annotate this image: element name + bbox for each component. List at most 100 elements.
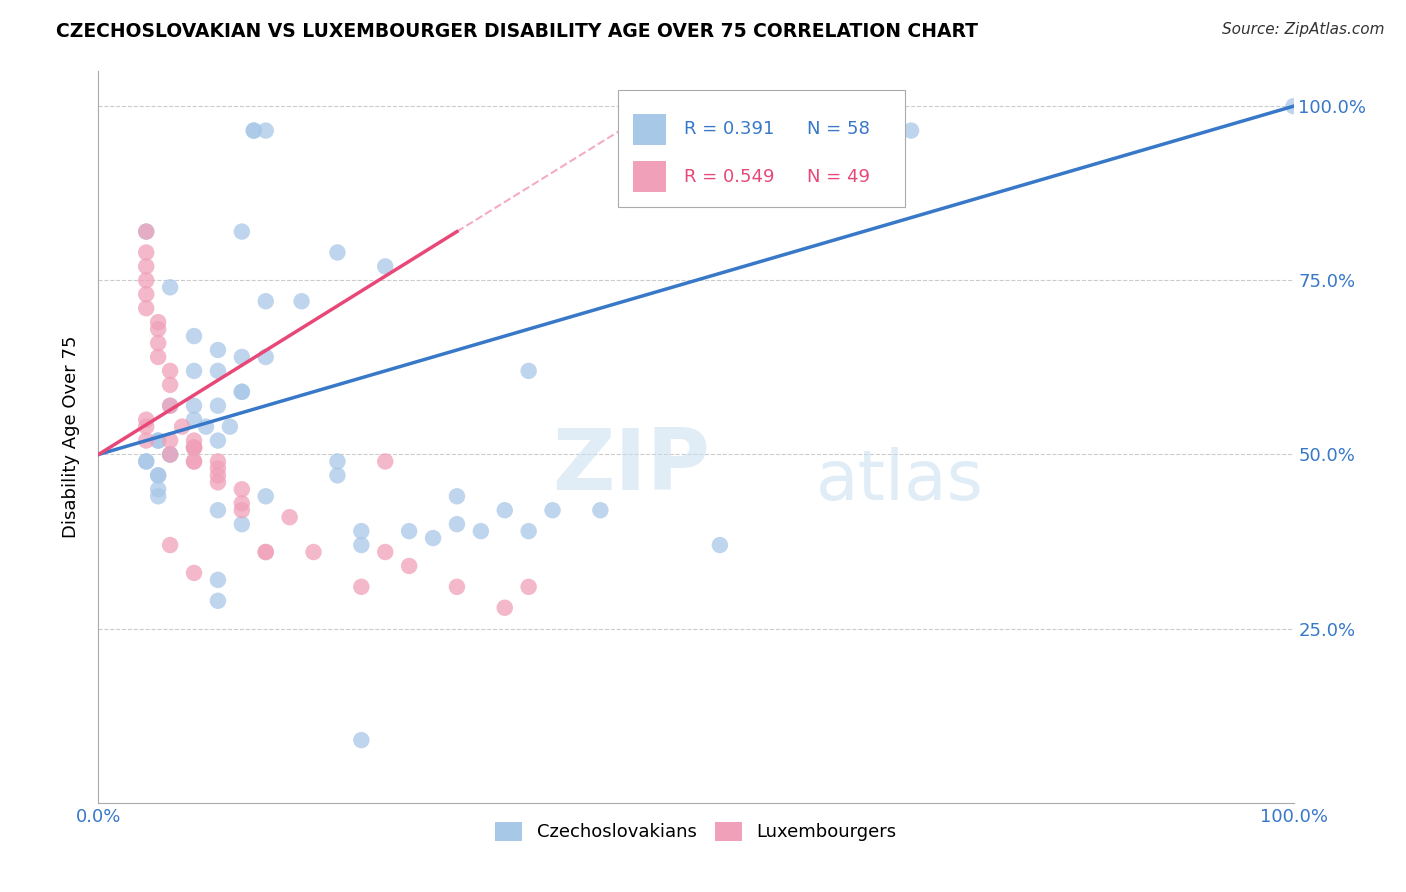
Point bbox=[350, 733, 373, 747]
Point bbox=[148, 434, 170, 448]
Point bbox=[470, 524, 492, 538]
Point bbox=[183, 454, 205, 468]
Point bbox=[135, 225, 157, 239]
Point bbox=[207, 573, 229, 587]
Point bbox=[254, 545, 277, 559]
Point bbox=[135, 412, 157, 426]
Y-axis label: Disability Age Over 75: Disability Age Over 75 bbox=[62, 335, 80, 539]
Point bbox=[1282, 99, 1305, 113]
Point bbox=[207, 454, 229, 468]
Point bbox=[159, 399, 181, 413]
Point bbox=[159, 434, 181, 448]
Point bbox=[148, 315, 170, 329]
Point bbox=[159, 280, 181, 294]
Point bbox=[254, 350, 277, 364]
Point bbox=[183, 364, 205, 378]
Point bbox=[231, 517, 253, 532]
Point bbox=[517, 580, 540, 594]
Point bbox=[243, 123, 266, 137]
Point bbox=[183, 412, 205, 426]
Bar bbox=[633, 161, 666, 192]
Point bbox=[219, 419, 242, 434]
FancyBboxPatch shape bbox=[619, 90, 905, 207]
Point bbox=[207, 343, 229, 357]
Legend: Czechoslovakians, Luxembourgers: Czechoslovakians, Luxembourgers bbox=[488, 814, 904, 848]
Text: atlas: atlas bbox=[815, 448, 983, 515]
Point bbox=[148, 322, 170, 336]
Point bbox=[183, 441, 205, 455]
Point bbox=[374, 454, 396, 468]
Point bbox=[148, 483, 170, 497]
Point bbox=[159, 448, 181, 462]
Point bbox=[326, 454, 349, 468]
Point bbox=[135, 301, 157, 316]
Point bbox=[148, 434, 170, 448]
Point bbox=[350, 538, 373, 552]
Text: CZECHOSLOVAKIAN VS LUXEMBOURGER DISABILITY AGE OVER 75 CORRELATION CHART: CZECHOSLOVAKIAN VS LUXEMBOURGER DISABILI… bbox=[56, 22, 979, 41]
Point bbox=[172, 419, 194, 434]
Point bbox=[159, 377, 181, 392]
Point bbox=[231, 483, 253, 497]
Point bbox=[159, 399, 181, 413]
Text: ZIP: ZIP bbox=[553, 425, 710, 508]
Point bbox=[135, 260, 157, 274]
Point bbox=[135, 419, 157, 434]
Text: N = 49: N = 49 bbox=[807, 168, 870, 186]
Point bbox=[291, 294, 314, 309]
Text: Source: ZipAtlas.com: Source: ZipAtlas.com bbox=[1222, 22, 1385, 37]
Point bbox=[231, 225, 253, 239]
Point bbox=[446, 489, 468, 503]
Point bbox=[254, 123, 277, 137]
Point bbox=[350, 580, 373, 594]
Point bbox=[207, 475, 229, 490]
Point bbox=[183, 329, 205, 343]
Point bbox=[254, 294, 277, 309]
Point bbox=[374, 545, 396, 559]
Point bbox=[148, 350, 170, 364]
Point bbox=[135, 454, 157, 468]
Point bbox=[148, 336, 170, 351]
Point bbox=[446, 580, 468, 594]
Point bbox=[207, 503, 229, 517]
Point bbox=[302, 545, 325, 559]
Point bbox=[159, 448, 181, 462]
Point bbox=[422, 531, 444, 545]
Point bbox=[135, 245, 157, 260]
Point bbox=[398, 524, 420, 538]
Point bbox=[207, 461, 229, 475]
Point bbox=[900, 123, 922, 137]
Point bbox=[446, 517, 468, 532]
Point bbox=[183, 434, 205, 448]
Point bbox=[207, 468, 229, 483]
Text: R = 0.549: R = 0.549 bbox=[685, 168, 775, 186]
Point bbox=[541, 503, 564, 517]
Point bbox=[183, 441, 205, 455]
Point bbox=[195, 419, 218, 434]
Point bbox=[494, 600, 516, 615]
Point bbox=[374, 260, 396, 274]
Text: N = 58: N = 58 bbox=[807, 120, 870, 138]
Point bbox=[159, 364, 181, 378]
Point bbox=[207, 364, 229, 378]
Point bbox=[159, 538, 181, 552]
Point bbox=[326, 245, 349, 260]
Point bbox=[159, 448, 181, 462]
Point bbox=[231, 384, 253, 399]
Point bbox=[231, 350, 253, 364]
Point bbox=[254, 545, 277, 559]
Point bbox=[709, 538, 731, 552]
Point bbox=[278, 510, 301, 524]
Text: R = 0.391: R = 0.391 bbox=[685, 120, 775, 138]
Point bbox=[207, 434, 229, 448]
Point bbox=[148, 468, 170, 483]
Point bbox=[207, 399, 229, 413]
Point bbox=[148, 489, 170, 503]
Point bbox=[494, 503, 516, 517]
Point bbox=[517, 524, 540, 538]
Point bbox=[183, 399, 205, 413]
Bar bbox=[633, 114, 666, 145]
Point bbox=[135, 225, 157, 239]
Point bbox=[243, 123, 266, 137]
Point bbox=[135, 454, 157, 468]
Point bbox=[326, 468, 349, 483]
